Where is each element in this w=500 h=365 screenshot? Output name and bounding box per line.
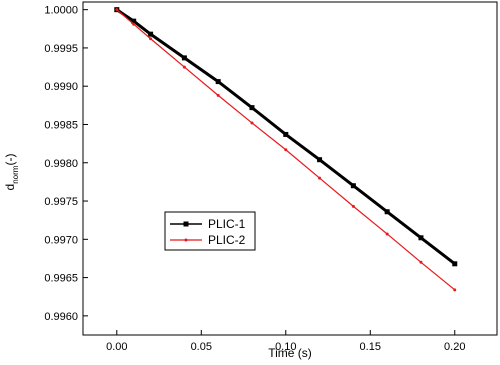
y-axis-label: dnorm(-) — [3, 154, 20, 191]
series-marker — [215, 79, 221, 85]
series-marker — [452, 261, 458, 267]
legend-label: PLIC-2 — [208, 233, 246, 247]
series-marker — [283, 131, 289, 137]
series-marker — [453, 288, 457, 292]
series-marker — [385, 232, 389, 236]
series-marker — [148, 31, 154, 37]
series-marker — [317, 157, 323, 163]
series-marker — [419, 260, 423, 264]
y-tick-label: 1.0000 — [44, 5, 78, 17]
series-marker — [249, 105, 255, 111]
y-tick-label: 0.9990 — [44, 81, 78, 93]
legend-marker — [183, 221, 189, 227]
x-tick-label: 0.20 — [444, 341, 465, 353]
x-axis-label: Time (s) — [268, 346, 312, 360]
series-marker — [181, 55, 187, 61]
y-label-main: d — [3, 184, 17, 191]
series-line — [115, 8, 456, 265]
y-tick-label: 0.9985 — [44, 119, 78, 131]
series-marker — [384, 209, 390, 215]
legend-label: PLIC-1 — [208, 217, 246, 231]
y-tick-label: 0.9960 — [44, 311, 78, 323]
y-tick-label: 0.9970 — [44, 234, 78, 246]
series-marker — [149, 37, 153, 41]
plot-frame — [82, 1, 498, 336]
y-tick-label: 0.9965 — [44, 273, 78, 285]
x-tick-label: 0.00 — [106, 341, 127, 353]
series-marker — [250, 121, 254, 125]
x-tick-label: 0.10 — [275, 341, 296, 353]
series-marker — [132, 22, 136, 26]
y-label-unit: (-) — [3, 154, 17, 166]
y-tick-label: 0.9975 — [44, 196, 78, 208]
series-marker — [318, 176, 322, 180]
y-tick-label: 0.9980 — [44, 158, 78, 170]
series-marker — [418, 235, 424, 241]
y-tick-label: 0.9995 — [44, 43, 78, 55]
x-tick-label: 0.15 — [360, 341, 381, 353]
series-marker — [182, 65, 186, 69]
series-line — [116, 9, 456, 291]
legend-box — [164, 211, 256, 251]
series-marker — [115, 8, 119, 12]
series-marker — [131, 18, 137, 24]
legend-marker — [184, 238, 188, 242]
x-tick-label: 0.05 — [191, 341, 212, 353]
series-marker — [284, 148, 288, 152]
y-label-sub: norm — [11, 165, 20, 184]
series-marker — [350, 183, 356, 189]
series-marker — [351, 204, 355, 208]
series-marker — [216, 93, 220, 97]
